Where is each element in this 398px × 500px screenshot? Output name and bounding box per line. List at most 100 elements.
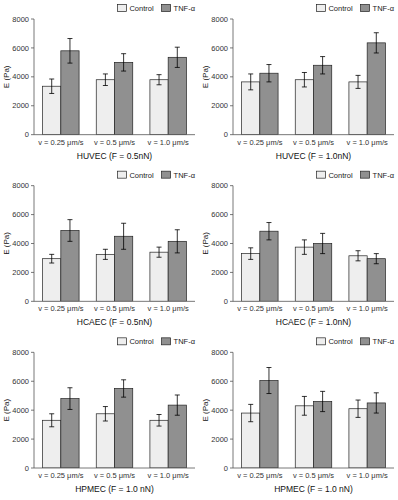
y-axis bbox=[233, 19, 234, 135]
y-tick bbox=[31, 134, 34, 135]
bar bbox=[295, 80, 313, 135]
legend-swatch bbox=[316, 171, 325, 178]
y-tick-label: 6000 bbox=[12, 210, 29, 219]
error-bar bbox=[67, 220, 72, 242]
y-tick-label: 4000 bbox=[211, 239, 228, 248]
x-axis-label: HUVEC (F = 1.0nN) bbox=[276, 151, 352, 161]
error-bar bbox=[121, 54, 126, 71]
y-tick-label: 0 bbox=[25, 464, 29, 473]
legend: Control TNF-α bbox=[316, 4, 394, 13]
bars bbox=[242, 223, 386, 302]
legend-item: TNF-α bbox=[361, 171, 395, 180]
figure: 0 2000 4000 6000 8000 v = 0.25 μm/s v = 0.5 μm… bbox=[0, 0, 398, 500]
y-tick bbox=[31, 381, 34, 382]
x-tick-label: v = 1.0 μm/s bbox=[347, 304, 388, 313]
y-tick bbox=[230, 352, 233, 353]
legend-label: TNF-α bbox=[373, 337, 395, 346]
y-axis-label: E (Pa) bbox=[201, 65, 210, 88]
bar bbox=[242, 82, 260, 135]
y-tick-label: 4000 bbox=[12, 406, 29, 415]
legend-item: Control bbox=[316, 337, 353, 346]
error-bar bbox=[121, 223, 126, 249]
y-tick-label: 8000 bbox=[12, 181, 29, 190]
x-axis-label: HPMEC (F = 1.0 nN) bbox=[274, 484, 353, 494]
legend-item: TNF-α bbox=[361, 337, 395, 346]
error-bar bbox=[175, 47, 180, 67]
y-tick-label: 8000 bbox=[211, 15, 228, 24]
error-bar bbox=[121, 380, 126, 397]
error-bar bbox=[175, 230, 180, 253]
error-bar bbox=[302, 240, 307, 254]
y-tick-label: 8000 bbox=[12, 348, 29, 357]
error-bar bbox=[374, 33, 379, 53]
error-bar bbox=[302, 72, 307, 86]
x-axis-label: HUVEC (F = 0.5nN) bbox=[77, 151, 153, 161]
y-tick bbox=[31, 105, 34, 106]
error-bar bbox=[356, 75, 361, 88]
y-tick bbox=[230, 105, 233, 106]
legend-swatch bbox=[117, 5, 126, 12]
legend-label: Control bbox=[129, 337, 154, 346]
y-axis-label: E (Pa) bbox=[201, 232, 210, 255]
bar bbox=[150, 420, 168, 468]
y-tick-label: 6000 bbox=[211, 377, 228, 386]
y-tick bbox=[230, 214, 233, 215]
error-bar bbox=[175, 395, 180, 415]
x-tick-label: v = 0.5 μm/s bbox=[293, 471, 334, 480]
x-tick-label: v = 0.5 μm/s bbox=[94, 471, 135, 480]
x-axis-label: HPMEC (F = 1.0 nN) bbox=[75, 484, 154, 494]
y-tick bbox=[31, 76, 34, 77]
y-axis bbox=[34, 19, 35, 135]
y-tick-label: 2000 bbox=[211, 268, 228, 277]
error-bar bbox=[103, 407, 108, 421]
y-tick bbox=[230, 185, 233, 186]
legend-item: Control bbox=[117, 4, 154, 13]
legend-label: Control bbox=[328, 337, 353, 346]
y-tick bbox=[230, 47, 233, 48]
bar bbox=[61, 230, 79, 301]
legend-swatch bbox=[162, 338, 171, 345]
x-tick-label: v = 0.25 μm/s bbox=[237, 304, 283, 313]
x-tick-label: v = 1.0 μm/s bbox=[347, 471, 388, 480]
legend-item: TNF-α bbox=[162, 171, 196, 180]
y-tick-label: 4000 bbox=[12, 239, 29, 248]
bar bbox=[43, 259, 61, 302]
bar bbox=[115, 388, 133, 468]
error-bar bbox=[67, 388, 72, 410]
error-bar bbox=[248, 248, 253, 260]
y-axis bbox=[34, 186, 35, 302]
bar bbox=[295, 247, 313, 301]
legend: Control TNF-α bbox=[316, 171, 394, 180]
y-tick bbox=[31, 439, 34, 440]
legend-swatch bbox=[117, 171, 126, 178]
y-tick-label: 4000 bbox=[12, 72, 29, 81]
legend-item: TNF-α bbox=[162, 337, 196, 346]
panel: 02000400060008000v = 0.25 μm/sv = 0.5 μm… bbox=[201, 337, 395, 494]
bar bbox=[61, 51, 79, 135]
error-bar bbox=[374, 393, 379, 413]
legend-label: Control bbox=[328, 171, 353, 180]
legend-item: Control bbox=[117, 337, 154, 346]
y-tick-label: 0 bbox=[25, 130, 29, 139]
y-tick bbox=[31, 301, 34, 302]
legend-item: TNF-α bbox=[162, 4, 196, 13]
error-bar bbox=[157, 247, 162, 257]
x-axis bbox=[34, 301, 195, 302]
bars bbox=[43, 380, 187, 468]
bars bbox=[242, 33, 386, 135]
y-tick-label: 8000 bbox=[211, 348, 228, 357]
x-axis bbox=[233, 301, 394, 302]
x-axis bbox=[34, 134, 195, 135]
legend-label: Control bbox=[328, 4, 353, 13]
y-tick-label: 2000 bbox=[12, 101, 29, 110]
error-bar bbox=[49, 254, 54, 263]
y-tick-label: 2000 bbox=[12, 268, 29, 277]
x-axis bbox=[34, 468, 195, 469]
bar bbox=[168, 57, 186, 134]
background bbox=[0, 0, 398, 500]
y-tick bbox=[230, 76, 233, 77]
bar bbox=[260, 381, 278, 468]
bar bbox=[260, 73, 278, 134]
legend-item: TNF-α bbox=[361, 4, 395, 13]
bars bbox=[43, 39, 187, 135]
